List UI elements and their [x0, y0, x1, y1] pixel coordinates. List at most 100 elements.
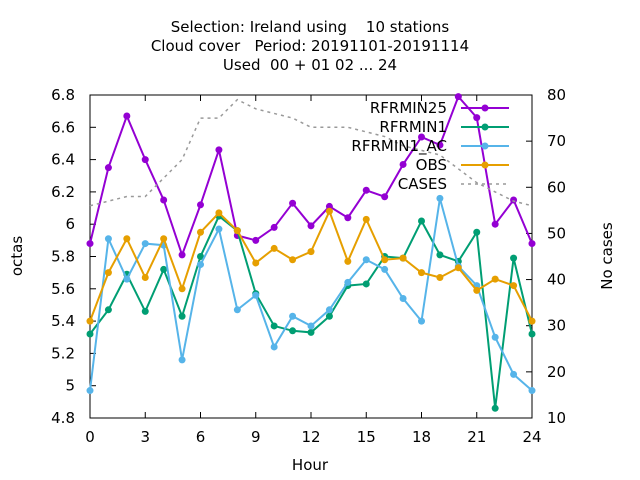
series-obs-point — [141, 273, 149, 281]
series-rfrmin1-ac-point — [418, 317, 425, 325]
series-obs-point — [473, 286, 481, 294]
series-rfrmin25-point — [86, 240, 94, 248]
y2-axis-label: No cases — [598, 222, 616, 290]
x-tick-label: 9 — [251, 428, 261, 446]
series-rfrmin1-ac-point — [344, 278, 352, 286]
series-rfrmin1-ac-point — [270, 343, 278, 351]
series-rfrmin25-point — [381, 193, 389, 201]
series-rfrmin1-point — [307, 328, 315, 336]
series-obs-point — [289, 256, 297, 264]
series-rfrmin1-ac-point — [178, 356, 186, 364]
series-rfrmin1-ac-point — [197, 261, 204, 269]
x-tick-label: 21 — [467, 428, 486, 446]
series-obs-point — [307, 248, 315, 256]
series-obs-point — [510, 282, 518, 290]
series-rfrmin1-point — [289, 327, 297, 335]
series-rfrmin25-point — [215, 146, 223, 154]
series-obs-point — [362, 215, 370, 223]
series-rfrmin1-ac-point — [325, 306, 333, 314]
x-tick-label: 12 — [301, 428, 320, 446]
series-rfrmin1-point — [178, 312, 186, 320]
series-rfrmin1-ac-point — [381, 265, 389, 273]
series-rfrmin25-point — [289, 199, 297, 207]
y-tick-label: 6.8 — [51, 86, 75, 104]
series-rfrmin25-point — [418, 133, 425, 141]
series-rfrmin25-line — [89, 94, 533, 258]
series-rfrmin25-point — [178, 251, 186, 259]
series-rfrmin1-ac-point — [399, 294, 407, 302]
series-obs-point — [104, 269, 112, 277]
y2-tick-label: 20 — [547, 363, 566, 381]
y2-tick-label: 10 — [547, 409, 566, 427]
series-obs-point — [528, 317, 536, 325]
series-rfrmin1-ac-point — [289, 312, 297, 320]
series-rfrmin1-point — [528, 330, 536, 338]
y2-tick-label: 30 — [547, 317, 566, 335]
series-obs-point — [252, 259, 260, 267]
y-tick-label: 6.6 — [51, 118, 75, 136]
series-rfrmin25-point — [473, 114, 481, 122]
series-rfrmin25-point — [104, 164, 112, 172]
series-obs-point — [233, 227, 241, 235]
series-rfrmin1-ac-point — [510, 370, 518, 378]
series-rfrmin1-ac-point — [123, 275, 131, 283]
legend-marker — [481, 104, 489, 112]
y-tick-label: 6.4 — [51, 151, 75, 169]
series-rfrmin25-point — [528, 240, 536, 248]
series-rfrmin1-point — [160, 265, 168, 273]
series-rfrmin1-ac-point — [141, 240, 149, 248]
series-obs-point — [418, 269, 425, 277]
x-axis-label: Hour — [292, 456, 329, 474]
series-rfrmin25-point — [436, 141, 444, 149]
series-rfrmin1-point — [86, 330, 94, 338]
series-cases-line — [89, 98, 533, 207]
series-rfrmin25-point — [252, 236, 260, 244]
series-rfrmin1-point — [436, 251, 444, 259]
series-obs-point — [454, 264, 462, 272]
series-rfrmin25 — [86, 93, 536, 259]
series-rfrmin1-point — [104, 306, 112, 314]
series-rfrmin25-point — [344, 214, 352, 222]
series-rfrmin1-point — [325, 312, 333, 320]
series-rfrmin1-ac-point — [528, 387, 536, 395]
series-rfrmin1-point — [491, 404, 499, 412]
series-rfrmin25-point — [270, 223, 278, 231]
series-cases — [89, 98, 533, 207]
y-tick-label: 6 — [65, 215, 75, 233]
series-obs-point — [344, 257, 352, 265]
series-rfrmin25-point — [141, 156, 149, 164]
series-rfrmin25-point — [362, 186, 370, 194]
series-rfrmin1-ac-point — [233, 306, 241, 314]
series-obs-point — [160, 235, 168, 243]
series-rfrmin1-point — [473, 228, 481, 236]
y-tick-label: 5.8 — [51, 248, 75, 266]
y2-tick-label: 50 — [547, 224, 566, 242]
series-obs-point — [491, 275, 499, 283]
series-rfrmin25-point — [454, 93, 462, 101]
series-rfrmin1-ac-point — [215, 225, 223, 233]
series-obs-point — [215, 209, 223, 217]
series-rfrmin25-point — [197, 201, 204, 209]
series-rfrmin1-point — [418, 217, 425, 225]
series-rfrmin1-point — [197, 253, 204, 260]
series-rfrmin25-point — [510, 196, 518, 204]
series-obs-point — [399, 254, 407, 262]
y-axis-label: octas — [8, 236, 26, 276]
series-obs-point — [197, 228, 204, 236]
series-rfrmin25-point — [325, 202, 333, 210]
legend-marker — [481, 123, 489, 131]
y-tick-label: 5.4 — [51, 312, 75, 330]
series-rfrmin1-point — [270, 322, 278, 330]
series-rfrmin1 — [86, 212, 536, 412]
x-tick-label: 18 — [412, 428, 431, 446]
y-tick-label: 5.2 — [51, 344, 75, 362]
y-tick-label: 5.6 — [51, 280, 75, 298]
series-rfrmin25-point — [491, 220, 499, 228]
chart-title-line-2: Cloud cover Period: 20191101-20191114 — [151, 37, 469, 55]
series-obs-point — [325, 207, 333, 215]
series-obs-point — [178, 285, 186, 293]
legend-label: RFRMIN1 — [379, 118, 447, 136]
series-rfrmin1-point — [510, 254, 518, 262]
y-tick-label: 4.8 — [51, 409, 75, 427]
